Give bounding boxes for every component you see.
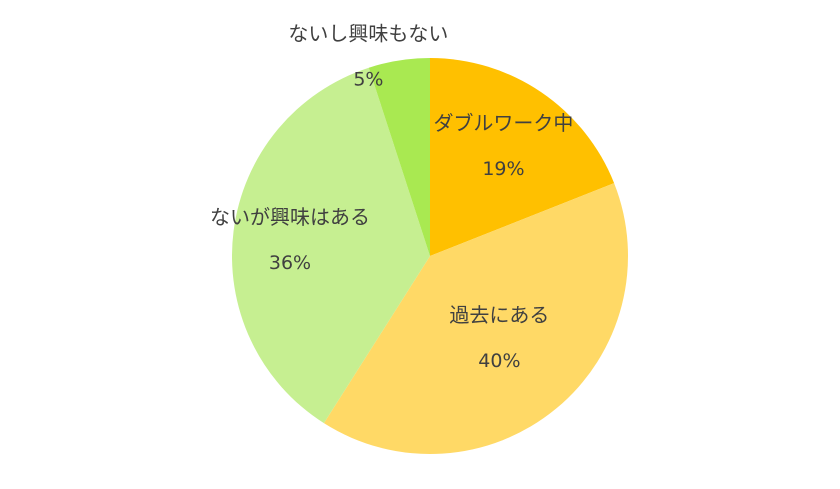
slice-label: ないし興味もない (288, 22, 448, 46)
slice-label: 過去にある (449, 303, 549, 327)
labels-layer: ダブルワーク中 19% 過去にある 40% ないが興味はある 36% ないし興味もない 5% (210, 22, 573, 372)
slices-layer (231, 58, 629, 455)
pie-slice (368, 58, 430, 256)
slice-value-label: 5% (353, 69, 383, 91)
pie-slice (430, 58, 615, 256)
slice-value-label: 40% (478, 350, 520, 372)
pie-slice (231, 67, 430, 424)
slice-value-label: 36% (269, 252, 311, 274)
slice-value-label: 19% (482, 158, 524, 180)
pie-slice (323, 183, 629, 455)
slice-label: ダブルワーク中 (433, 111, 573, 135)
slice-label: ないが興味はある (210, 205, 370, 229)
